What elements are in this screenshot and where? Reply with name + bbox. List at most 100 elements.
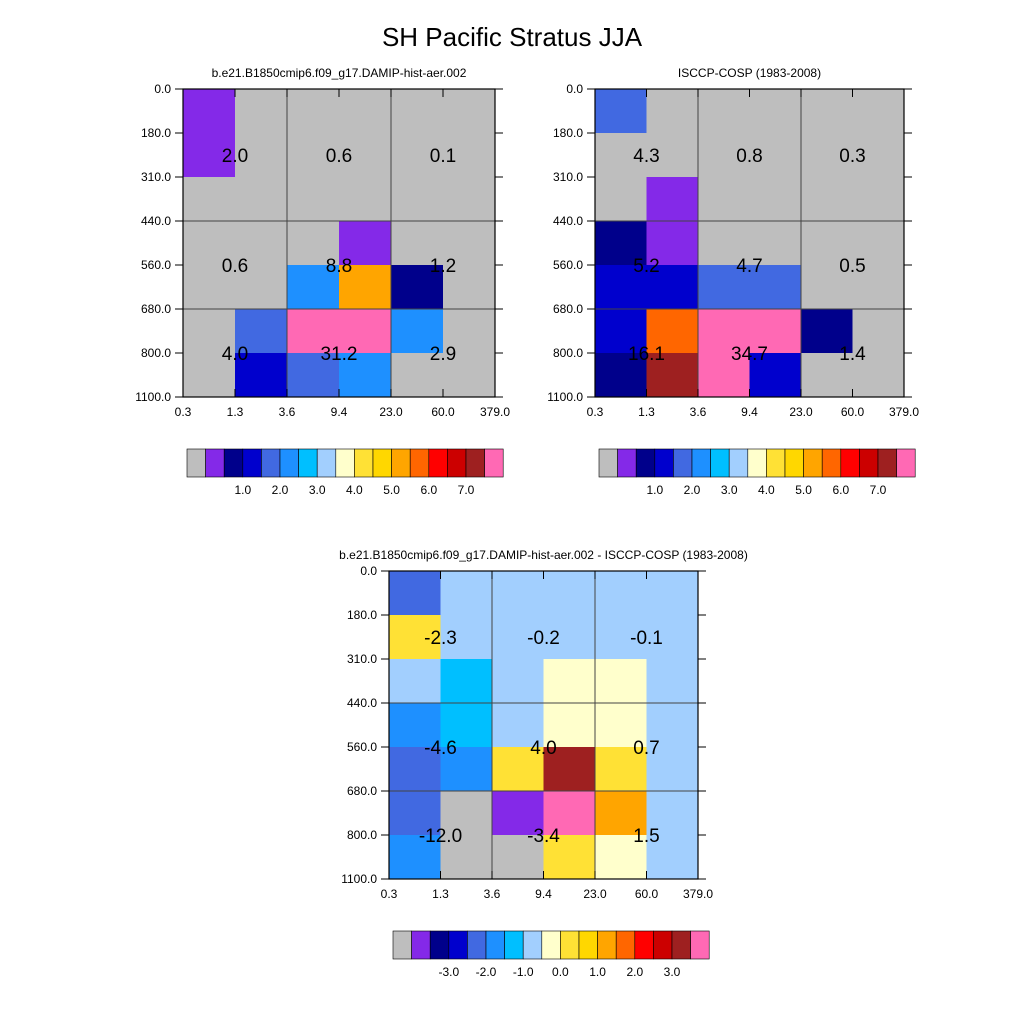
colorbar-tick-label: 6.0	[832, 483, 849, 497]
colorbar-box	[447, 448, 467, 478]
heatmap-cell	[698, 265, 750, 310]
heatmap-cell	[287, 353, 340, 398]
group-value-label: 1.5	[633, 826, 659, 847]
heatmap-cell	[646, 747, 699, 792]
colorbar-tick-label: 6.0	[420, 483, 437, 497]
colorbar-box	[597, 930, 617, 960]
colorbar-tick-label: 1.0	[646, 483, 663, 497]
colorbar-box	[522, 930, 543, 960]
x-tick-label: 1.3	[638, 405, 655, 419]
x-tick-label: 60.0	[841, 405, 865, 419]
heatmap-cell	[339, 89, 392, 134]
colorbar-box	[354, 448, 374, 478]
colorbar-tick-label: 4.0	[346, 483, 363, 497]
heatmap-cell	[183, 221, 236, 266]
group-value-label: 0.7	[633, 738, 659, 759]
heatmap-panel-2: ISCCP-COSP (1983-2008) 0.3 1.3 3.6 9.4 23.0 60…	[547, 66, 919, 497]
colorbar-tick-label: 5.0	[383, 483, 400, 497]
x-tick-label: 379.0	[683, 887, 713, 901]
group-value-label: 2.0	[222, 146, 248, 167]
heatmap-cell	[646, 89, 699, 134]
group-value-label: 2.9	[430, 344, 456, 365]
heatmap-cell	[698, 309, 750, 354]
x-tick-label: 60.0	[635, 887, 659, 901]
colorbar-box	[598, 448, 618, 478]
colorbar-tick-label: 1.0	[589, 965, 606, 979]
heatmap-cell	[749, 309, 802, 354]
heatmap-cell	[646, 353, 699, 398]
colorbar-box	[671, 930, 691, 960]
y-tick-label: 440.0	[347, 696, 377, 710]
group-value-label: 4.7	[736, 256, 762, 277]
colorbar-tick-label: 2.0	[272, 483, 289, 497]
heatmap-cell	[543, 571, 596, 616]
heatmap-cell	[749, 353, 802, 398]
heatmap-cell	[492, 571, 544, 616]
x-tick-label: 9.4	[331, 405, 348, 419]
heatmap-cell	[440, 615, 493, 660]
heatmap-cell	[339, 221, 392, 266]
x-tick-label: 60.0	[431, 405, 455, 419]
heatmap-cell	[852, 353, 905, 398]
heatmap-cell	[852, 309, 905, 354]
heatmap-cell	[595, 221, 647, 266]
heatmap-cell	[543, 835, 596, 880]
colorbar-box	[859, 448, 879, 478]
heatmap-cell	[749, 133, 802, 178]
colorbar-box	[335, 448, 355, 478]
colorbar-box	[654, 448, 674, 478]
heatmap-cell	[801, 177, 853, 222]
x-tick-label: 1.3	[432, 887, 449, 901]
heatmap-cell	[595, 353, 647, 398]
colorbar-box	[635, 448, 656, 478]
heatmap-cell	[443, 265, 496, 310]
group-value-label: 16.1	[628, 344, 665, 365]
colorbar-box	[242, 448, 262, 478]
heatmap-cell	[339, 133, 392, 178]
y-tick-label: 800.0	[553, 346, 583, 360]
heatmap-cell	[543, 615, 596, 660]
colorbar-box	[673, 448, 693, 478]
group-value-label: 0.1	[430, 146, 456, 167]
heatmap-cell	[801, 133, 853, 178]
heatmap-cell	[646, 177, 699, 222]
colorbar-box	[223, 448, 244, 478]
colorbar-box	[261, 448, 281, 478]
heatmap-cell	[391, 353, 444, 398]
colorbar-tick-label: 5.0	[795, 483, 812, 497]
y-tick-label: 0.0	[154, 82, 171, 96]
colorbar-box	[691, 448, 711, 478]
colorbar-box	[541, 930, 561, 960]
colorbar-box	[391, 448, 411, 478]
group-value-label: 4.0	[222, 344, 248, 365]
y-tick-label: 0.0	[360, 564, 377, 578]
y-tick-label: 180.0	[141, 126, 171, 140]
colorbar-tick-label: 3.0	[721, 483, 738, 497]
heatmap-cell	[646, 571, 699, 616]
colorbar-tick-label: 2.0	[684, 483, 701, 497]
colorbar-box	[428, 448, 448, 478]
heatmap-cell	[287, 309, 340, 354]
heatmap-cell	[339, 309, 392, 354]
heatmap-panels: b.e21.B1850cmip6.f09_g17.DAMIP-hist-aer.…	[135, 66, 919, 979]
panel-title: b.e21.B1850cmip6.f09_g17.DAMIP-hist-aer.…	[339, 548, 748, 562]
x-tick-label: 379.0	[889, 405, 919, 419]
heatmap-cell	[801, 265, 853, 310]
group-value-label: 34.7	[731, 344, 768, 365]
x-tick-label: 23.0	[789, 405, 813, 419]
heatmap-cell	[443, 353, 496, 398]
colorbar-box	[803, 448, 823, 478]
colorbar-box	[429, 930, 450, 960]
y-tick-label: 180.0	[347, 608, 377, 622]
x-tick-label: 9.4	[741, 405, 758, 419]
colorbar-box	[448, 930, 468, 960]
heatmap-cell	[492, 747, 544, 792]
heatmap-cell	[235, 133, 288, 178]
heatmap-cell	[235, 177, 288, 222]
colorbar-tick-label: 4.0	[758, 483, 775, 497]
heatmap-cell	[339, 265, 392, 310]
heatmap-cell	[389, 747, 441, 792]
heatmap-cell	[646, 835, 699, 880]
colorbar-box	[485, 930, 505, 960]
